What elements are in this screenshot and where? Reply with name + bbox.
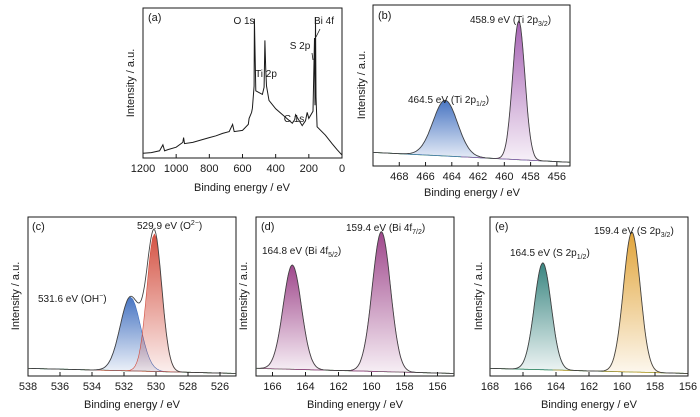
panel-a-label: (a): [148, 12, 161, 24]
panel-d-peak-label: 159.4 eV (Bi 4f7/2): [346, 223, 425, 236]
panel-b-frame: [372, 4, 571, 167]
panel-d-peak-labels: 164.8 eV (Bi 4f5/2) 159.4 eV (Bi 4f7/2): [262, 223, 425, 259]
panel-d-bi4f-spectrum: (d) 166 164 162 160 158 156 164.8 eV (Bi 4f5/…: [238, 216, 455, 411]
panel-e-plot-area: [490, 231, 689, 374]
panel-b-tick-label: 466: [416, 171, 434, 183]
panel-b-x-ticks: 468 466 464 462 460 458 456: [390, 162, 566, 183]
panel-c-label: (c): [32, 221, 45, 233]
panel-b-tick-label: 468: [390, 171, 408, 183]
panel-a-tick-label: 0: [339, 163, 345, 175]
panel-a-survey-spectrum: (a) 1200 1000 800 600 400 200 0 Binding energy…: [125, 7, 345, 194]
panel-d-tick-label: 160: [362, 381, 380, 393]
panel-c-tick-label: 538: [19, 381, 37, 393]
panel-e-x-axis-title: Binding energy / eV: [541, 399, 638, 411]
panel-d-x-axis-title: Binding energy / eV: [307, 399, 404, 411]
panel-a-y-axis-title: Intensity / a.u.: [125, 49, 137, 117]
panel-b-label: (b): [378, 10, 391, 22]
panel-d-tick-label: 162: [329, 381, 347, 393]
panel-c-peak-label: 531.6 eV (OH−): [38, 293, 107, 305]
annotation-s-2p: S 2p: [290, 41, 311, 52]
panel-c-x-axis-title: Binding energy / eV: [84, 399, 181, 411]
panel-d-tick-label: 164: [296, 381, 314, 393]
annotation-ti-2p: Ti 2p: [255, 69, 277, 80]
panel-e-tick-label: 158: [646, 381, 664, 393]
panel-e-tick-label: 156: [679, 381, 697, 393]
panel-d-fitted-peak: [257, 264, 379, 372]
panel-d-tick-label: 156: [428, 381, 446, 393]
panel-b-tick-label: 456: [548, 171, 566, 183]
panel-c-tick-label: 528: [179, 381, 197, 393]
panel-a-tick-label: 800: [200, 163, 218, 175]
panel-a-tick-label: 1000: [164, 163, 188, 175]
panel-e-envelope-line: [490, 231, 689, 374]
panel-c-peak-labels: 531.6 eV (OH−) 529.9 eV (O2−): [38, 220, 202, 305]
panel-c-frame: [27, 216, 237, 377]
panel-e-peak-label: 164.5 eV (S 2p1/2): [510, 248, 590, 261]
panel-c-o1s-spectrum: (c) 538 536 534 532 530 528 526 531.6 eV (OH−)…: [10, 216, 237, 411]
panel-b-y-axis-title: Intensity / a.u.: [356, 51, 368, 119]
panel-a-x-ticks: 1200 1000 800 600 400 200 0: [131, 154, 345, 175]
panel-b-ti2p-spectrum: (b) 468 466 464 462 460 458 456 464.5 eV (Ti 2…: [356, 4, 571, 199]
panel-b-tick-label: 462: [469, 171, 487, 183]
panel-e-label: (e): [495, 221, 508, 233]
panel-c-tick-label: 534: [83, 381, 101, 393]
panel-c-tick-label: 532: [115, 381, 133, 393]
panel-d-tick-label: 158: [395, 381, 413, 393]
panel-e-frame: [489, 216, 689, 377]
panel-b-tick-label: 458: [521, 171, 539, 183]
panel-d-tick-label: 166: [263, 381, 281, 393]
panel-c-tick-label: 530: [147, 381, 165, 393]
panel-e-tick-label: 162: [580, 381, 598, 393]
panel-e-tick-label: 168: [481, 381, 499, 393]
panel-d-label: (d): [261, 221, 274, 233]
panel-b-peak-labels: 464.5 eV (Ti 2p1/2) 458.9 eV (Ti 2p3/2): [408, 15, 551, 108]
panel-e-tick-label: 164: [547, 381, 565, 393]
panel-d-x-ticks: 166 164 162 160 158 156: [263, 372, 447, 393]
panel-e-fitted-peak: [491, 262, 623, 373]
panel-d-frame: [255, 216, 455, 377]
panel-b-peak-label: 464.5 eV (Ti 2p1/2): [408, 95, 489, 108]
panel-d-y-axis-title: Intensity / a.u.: [238, 262, 250, 330]
panel-c-y-axis-title: Intensity / a.u.: [10, 262, 22, 330]
annotation-bi-4f: Bi 4f: [314, 16, 334, 27]
panel-c-peak-label: 529.9 eV (O2−): [137, 220, 202, 232]
panel-e-peak-labels: 164.5 eV (S 2p1/2) 159.4 eV (S 2p3/2): [510, 226, 674, 261]
panel-a-frame: [142, 7, 343, 159]
annotation-c-1s: C 1s: [284, 114, 305, 125]
panel-d-envelope-line: [256, 231, 455, 374]
panel-b-peak-label: 458.9 eV (Ti 2p3/2): [470, 15, 551, 28]
annotation-o-1s: O 1s: [233, 16, 254, 27]
panel-e-peak-label: 159.4 eV (S 2p3/2): [594, 226, 674, 239]
panel-d-peak-label: 164.8 eV (Bi 4f5/2): [262, 246, 341, 259]
panel-a-x-axis-title: Binding energy / eV: [194, 182, 291, 194]
panel-b-tick-label: 464: [443, 171, 461, 183]
panel-e-tick-label: 166: [514, 381, 532, 393]
panel-e-s2p-spectrum: (e) 168 166 164 162 160 158 156 164.5 eV (S 2p…: [473, 216, 697, 411]
survey-spectrum-line: [142, 17, 343, 156]
panel-e-y-axis-title: Intensity / a.u.: [473, 262, 485, 330]
panel-c-x-ticks: 538 536 534 532 530 528 526: [19, 372, 229, 393]
panel-a-tick-label: 1200: [131, 163, 155, 175]
s-2p-pointer: [311, 52, 314, 61]
panel-c-plot-area: [28, 228, 237, 374]
panel-d-plot-area: [256, 231, 455, 374]
panel-c-envelope-line: [28, 228, 237, 374]
bi-4f-pointer: [315, 28, 321, 38]
panel-c-fitted-peak: [34, 296, 227, 374]
panel-c-tick-label: 526: [211, 381, 229, 393]
panel-a-tick-label: 600: [233, 163, 251, 175]
panel-b-x-axis-title: Binding energy / eV: [424, 187, 521, 199]
panel-a-tick-label: 400: [266, 163, 284, 175]
panel-b-tick-label: 460: [495, 171, 513, 183]
panel-a-plot-area: [142, 17, 343, 156]
panel-e-x-ticks: 168 166 164 162 160 158 156: [481, 372, 697, 393]
panel-e-tick-label: 160: [613, 381, 631, 393]
panel-b-envelope-line: [373, 20, 571, 163]
panel-a-tick-label: 200: [300, 163, 318, 175]
panel-b-plot-area: [372, 20, 571, 163]
panel-c-tick-label: 536: [51, 381, 69, 393]
